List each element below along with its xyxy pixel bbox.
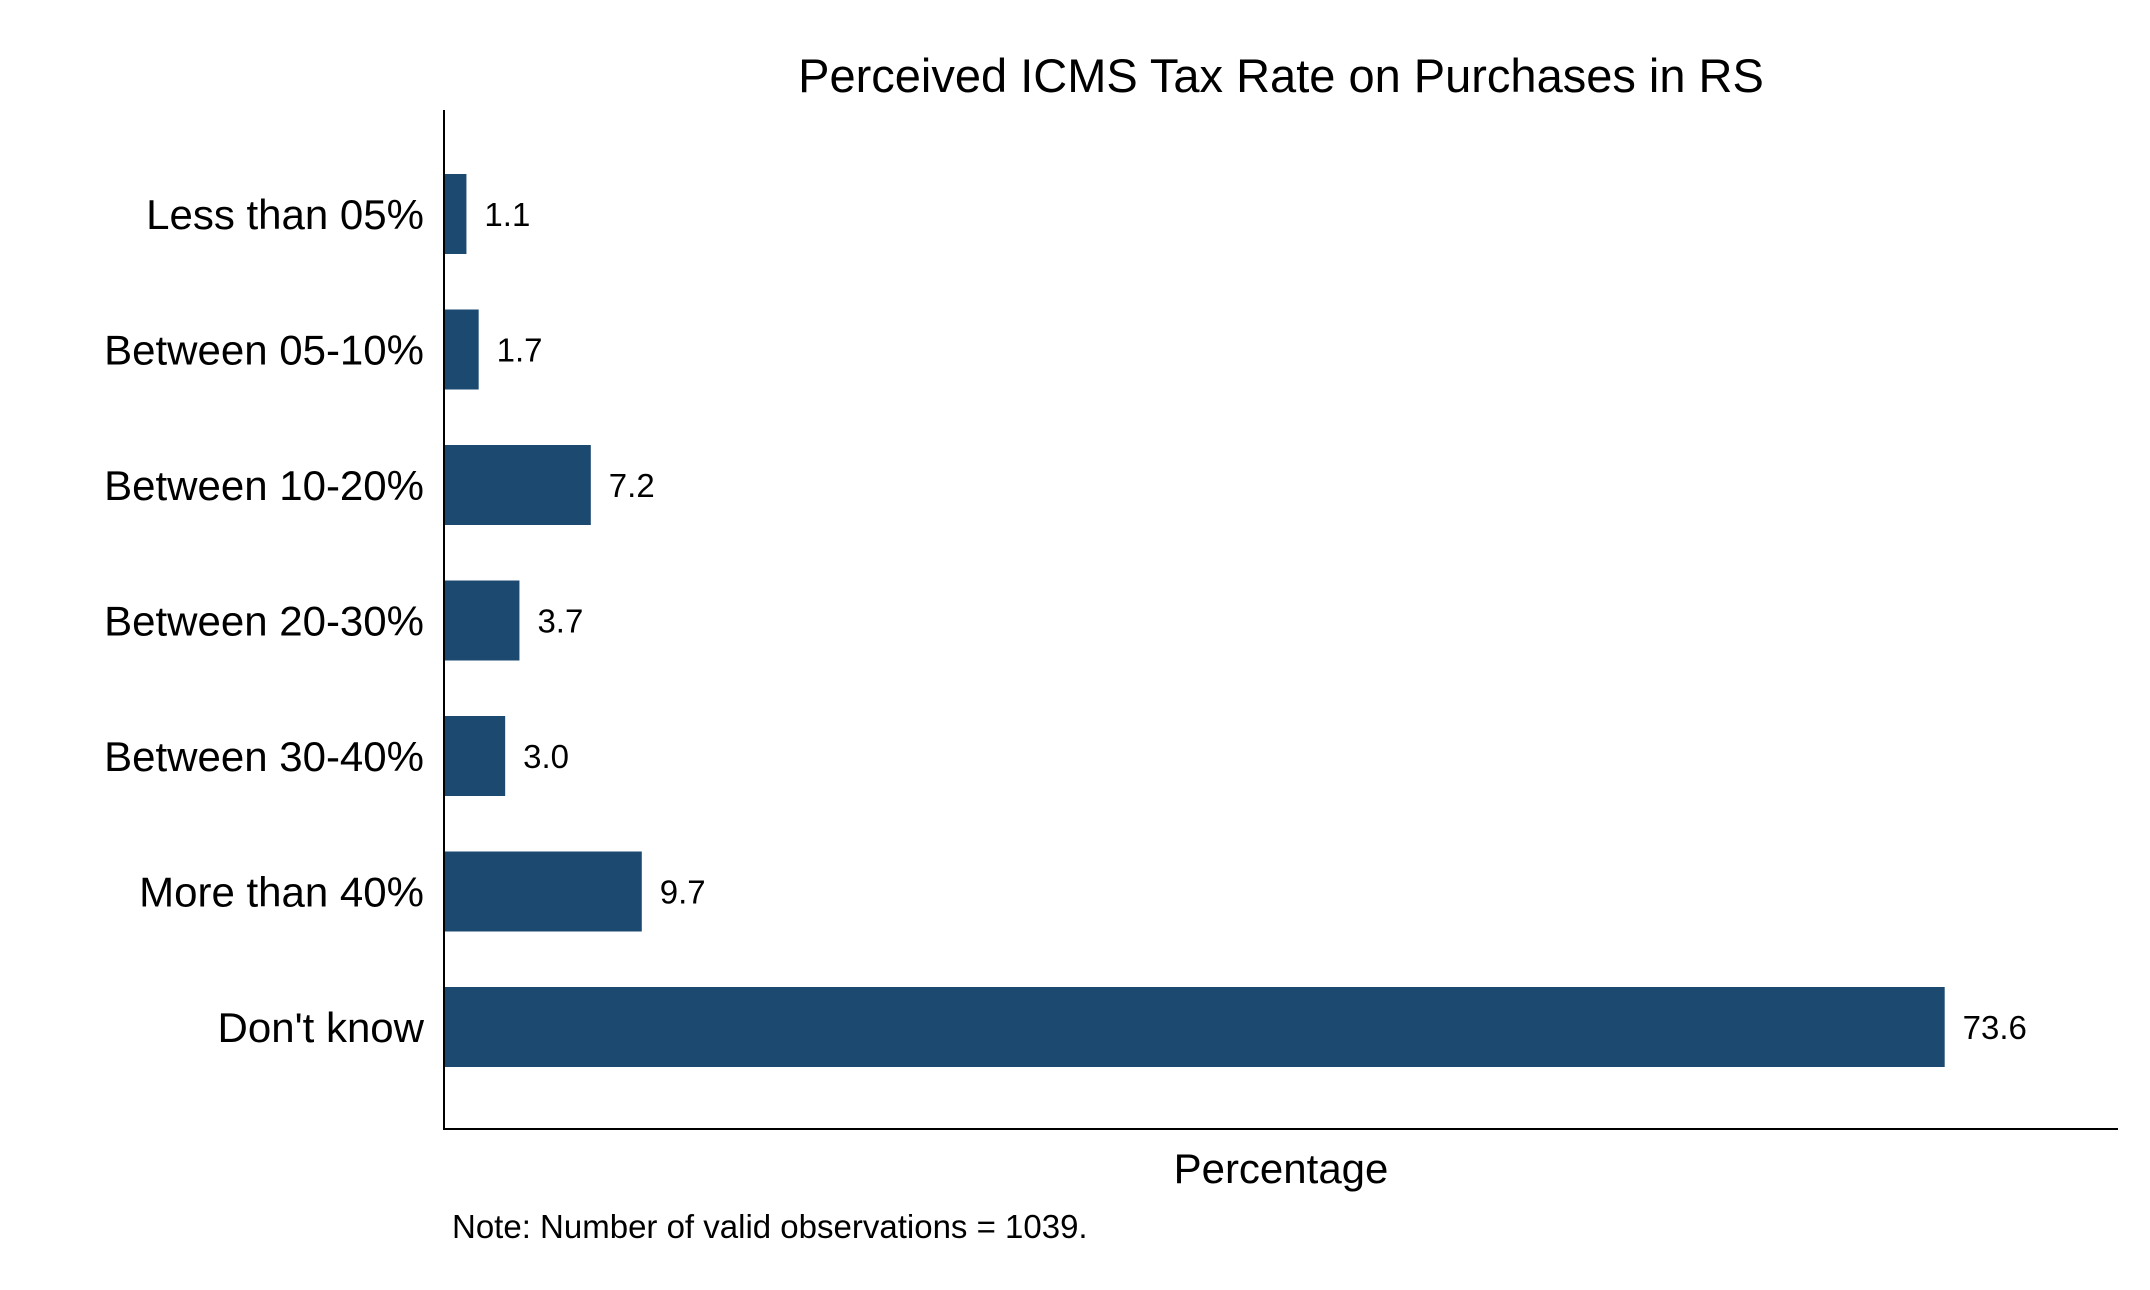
value-label: 1.7	[497, 332, 543, 369]
value-label: 1.1	[484, 196, 530, 233]
category-label: Between 20-30%	[104, 598, 424, 645]
bars-group: Less than 05% 1.1 Between 05-10% 1.7 Between…	[104, 174, 2027, 1067]
category-label: Between 30-40%	[104, 733, 424, 780]
category-label: Don't know	[218, 1004, 425, 1051]
value-label: 7.2	[609, 467, 655, 504]
value-label: 3.7	[537, 603, 583, 640]
category-label: Between 10-20%	[104, 462, 424, 509]
chart-note: Note: Number of valid observations = 103…	[452, 1208, 1088, 1245]
bar	[445, 309, 479, 390]
chart-title: Perceived ICMS Tax Rate on Purchases in …	[798, 49, 1764, 102]
bar	[445, 716, 506, 796]
category-label: More than 40%	[139, 869, 424, 916]
value-label: 9.7	[660, 874, 706, 911]
bar	[445, 174, 467, 254]
bar	[445, 580, 520, 661]
bar	[445, 851, 642, 932]
value-label: 73.6	[1963, 1009, 2027, 1046]
bar	[445, 987, 1945, 1067]
category-label: Less than 05%	[146, 191, 424, 238]
category-label: Between 05-10%	[104, 327, 424, 374]
bar	[445, 445, 591, 525]
value-label: 3.0	[523, 738, 569, 775]
x-axis-title: Percentage	[1174, 1145, 1389, 1192]
